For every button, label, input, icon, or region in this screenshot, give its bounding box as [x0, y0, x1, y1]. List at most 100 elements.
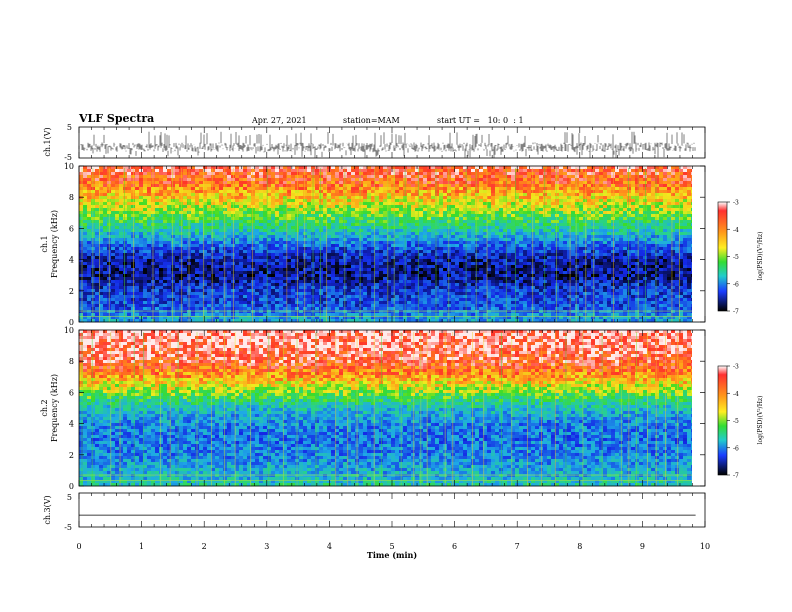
spectrogram-cell: [675, 256, 680, 260]
spectrogram-cell: [199, 181, 204, 185]
spectrogram-cell: [663, 196, 668, 200]
spectrogram-cell: [603, 247, 608, 251]
spectrogram-cell: [155, 202, 160, 206]
spectrogram-cell: [267, 232, 272, 236]
spectrogram-cell: [87, 229, 92, 233]
spectrogram-cell: [451, 187, 456, 191]
spectrogram-cell: [419, 208, 424, 212]
spectrogram-cell: [495, 184, 500, 188]
spectrogram-cell: [399, 208, 404, 212]
spectrogram-cell: [287, 214, 292, 218]
spectrogram-cell: [327, 256, 332, 260]
spectrogram-cell: [651, 196, 656, 200]
spectrogram-cell: [331, 229, 336, 233]
spectrogram-cell: [671, 250, 676, 254]
spectrogram-cell: [423, 208, 428, 212]
spectrogram-cell: [463, 235, 468, 239]
ch1-ytick-bottom: -5: [64, 153, 72, 162]
spectrogram-cell: [259, 253, 264, 257]
spectrogram-cell: [687, 247, 692, 251]
spectrogram-cell: [303, 169, 308, 173]
spectrogram-cell: [331, 172, 336, 176]
spectrogram-cell: [299, 184, 304, 188]
spectrogram-cell: [467, 181, 472, 185]
spectrogram-cell: [427, 244, 432, 248]
spectrogram-cell: [559, 166, 564, 170]
spectrogram-cell: [319, 199, 324, 203]
spectrogram-cell: [423, 169, 428, 173]
spectrogram-cell: [515, 217, 520, 221]
spectrogram-cell: [371, 190, 376, 194]
spectrogram-cell: [207, 253, 212, 257]
spectrogram-cell: [451, 184, 456, 188]
spectrogram-cell: [271, 202, 276, 206]
spectrogram-cell: [115, 205, 120, 209]
spectrogram-cell: [415, 241, 420, 245]
spectrogram-cell: [659, 187, 664, 191]
spectrogram-cell: [455, 256, 460, 260]
spectrogram-cell: [339, 226, 344, 230]
spectrogram-cell: [287, 193, 292, 197]
spectrogram-cell: [247, 187, 252, 191]
spectrogram-cell: [147, 208, 152, 212]
spectrogram-cell: [239, 202, 244, 206]
spectrogram-cell: [523, 250, 528, 254]
spectrogram-cell: [171, 208, 176, 212]
spectrogram-cell: [319, 220, 324, 224]
spectrogram-cell: [543, 199, 548, 203]
spectrogram-cell: [639, 166, 644, 170]
spectrogram-cell: [187, 166, 192, 170]
spectrogram-cell: [667, 193, 672, 197]
spectrogram-cell: [591, 214, 596, 218]
spectrogram-cell: [143, 193, 148, 197]
spectrogram-cell: [659, 229, 664, 233]
spectrogram-cell: [687, 238, 692, 242]
spectrogram-cell: [415, 259, 420, 263]
spectrogram-cell: [175, 250, 180, 254]
spectrogram-cell: [475, 241, 480, 245]
spectrogram-cell: [439, 175, 444, 179]
spectrogram-cell: [271, 244, 276, 248]
spectrogram-cell: [339, 214, 344, 218]
spectrogram-cell: [615, 256, 620, 260]
spectrogram-cell: [511, 247, 516, 251]
spectrogram-cell: [111, 187, 116, 191]
spectrogram-cell: [283, 175, 288, 179]
spectrogram-cell: [207, 172, 212, 176]
spectrogram-cell: [199, 259, 204, 263]
spectrogram-cell: [371, 244, 376, 248]
spectrogram-cell: [543, 205, 548, 209]
spectrogram-cell: [79, 247, 84, 251]
spectrogram-cell: [275, 244, 280, 248]
spectrogram-cell: [511, 250, 516, 254]
spectrogram-cell: [655, 184, 660, 188]
spectrogram-cell: [347, 196, 352, 200]
spectrogram-cell: [111, 190, 116, 194]
spectrogram-cell: [243, 223, 248, 227]
spectrogram-cell: [175, 193, 180, 197]
spectrogram-cell: [99, 226, 104, 230]
spectrogram-cell: [439, 205, 444, 209]
spectrogram-cell: [307, 214, 312, 218]
spectrogram-cell: [635, 217, 640, 221]
spectrogram-cell: [243, 211, 248, 215]
spectrogram-cell: [347, 184, 352, 188]
spectrogram-cell: [539, 169, 544, 173]
spectrogram-cell: [319, 229, 324, 233]
spectrogram-cell: [179, 175, 184, 179]
spectrogram-cell: [431, 220, 436, 224]
spectrogram-cell: [355, 184, 360, 188]
spectrogram-cell: [123, 175, 128, 179]
spectrogram-cell: [307, 202, 312, 206]
spectrogram-cell: [335, 229, 340, 233]
spectrogram-cell: [79, 223, 84, 227]
spectrogram-cell: [283, 166, 288, 170]
spectrogram-cell: [83, 229, 88, 233]
spectrogram-cell: [139, 211, 144, 215]
spectrogram-cell: [379, 241, 384, 245]
spectrogram-cell: [163, 193, 168, 197]
spectrogram-cell: [95, 178, 100, 182]
spectrogram-cell: [463, 214, 468, 218]
spectrogram-cell: [143, 235, 148, 239]
spectrogram-cell: [675, 250, 680, 254]
